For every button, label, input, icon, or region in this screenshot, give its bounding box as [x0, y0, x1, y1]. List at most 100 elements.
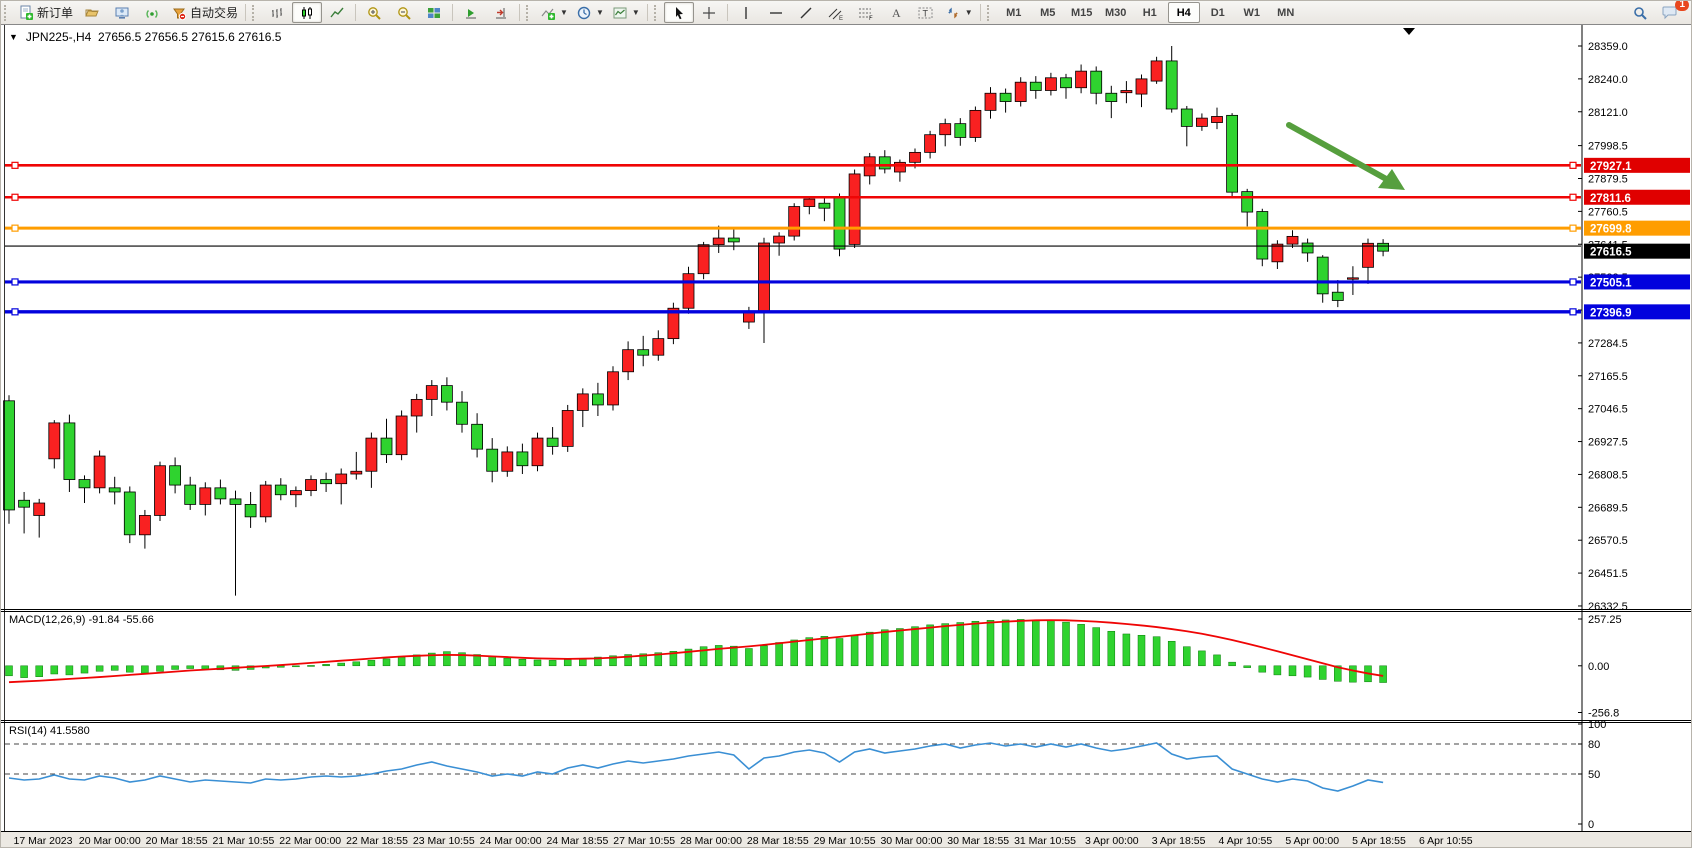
macd-bar	[609, 655, 617, 667]
candle-bull	[501, 451, 514, 472]
macd-bar	[1001, 619, 1010, 667]
line-endpoint-marker[interactable]	[1569, 308, 1577, 316]
chart-shift-marker-icon[interactable]	[1403, 28, 1415, 35]
timeframe-button-m5[interactable]: M5	[1040, 6, 1056, 19]
line-endpoint-marker[interactable]	[11, 278, 19, 286]
timeframe-button-m30[interactable]: M30	[1105, 6, 1127, 19]
trend-arrow-head[interactable]	[1378, 169, 1405, 190]
profile-button[interactable]	[107, 2, 137, 23]
toolbar-separator	[979, 4, 981, 21]
crosshair-button[interactable]	[694, 2, 724, 23]
arrows-button[interactable]: ▼	[941, 2, 977, 23]
macd-bar	[699, 646, 708, 667]
price-axis-label: 27760.5	[1588, 206, 1628, 218]
favorites-button[interactable]	[77, 2, 107, 23]
text-label-button[interactable]: T	[911, 2, 941, 23]
time-axis-label: 24 Mar 00:00	[479, 835, 542, 847]
price-line-badge-bg	[1584, 304, 1690, 320]
macd-bar	[1152, 636, 1161, 667]
timeframe-button-m15[interactable]: M15	[1071, 6, 1093, 19]
cursor-button[interactable]	[663, 2, 694, 23]
timeframe-button-w1[interactable]: W1	[1243, 6, 1260, 19]
search-button[interactable]	[1625, 2, 1655, 23]
macd-bar	[1318, 665, 1327, 680]
candle-bull	[1271, 243, 1284, 263]
toolbar-separator	[245, 4, 247, 21]
line-chart-icon	[330, 7, 344, 17]
signal-button[interactable]	[137, 2, 167, 23]
time-axis-label: 22 Mar 18:55	[346, 835, 408, 847]
trendline-button[interactable]	[791, 2, 821, 23]
candle-bull	[939, 123, 952, 136]
line-endpoint-marker[interactable]	[11, 161, 19, 169]
indicators-button[interactable]: ▼	[536, 2, 572, 23]
line-endpoint-marker[interactable]	[1569, 224, 1577, 232]
macd-bar	[65, 665, 74, 676]
time-axis-label: 20 Mar 18:55	[145, 835, 208, 847]
candle-chart-button[interactable]	[292, 2, 323, 23]
equidistant-channel-button[interactable]: E	[821, 2, 851, 23]
horizontal-line-button[interactable]	[761, 2, 791, 23]
candle-bull	[1211, 116, 1223, 123]
candle-bear	[1377, 242, 1389, 252]
auto-scroll-button[interactable]	[456, 2, 486, 23]
candle-bull	[909, 151, 921, 163]
candle-bull	[758, 242, 770, 313]
candle-bull	[259, 484, 272, 518]
bar-chart-button[interactable]	[262, 2, 292, 23]
search-icon	[1634, 6, 1647, 20]
macd-bar	[745, 648, 753, 667]
trend-arrow-shaft[interactable]	[1286, 122, 1391, 183]
macd-bar	[1303, 665, 1312, 678]
line-endpoint-marker[interactable]	[11, 308, 19, 316]
chart-area[interactable]: 28359.0 28240.0 28121.0 27998.5 27879.5 27760…	[1, 24, 1691, 847]
candlestick-series	[3, 46, 1389, 596]
autotrade-button[interactable]: 自动交易	[167, 2, 242, 23]
zoom-out-button[interactable]	[389, 2, 419, 23]
chart-shift-button[interactable]	[486, 2, 516, 23]
timeframe-button-mn[interactable]: MN	[1277, 6, 1295, 19]
periods-button[interactable]: ▼	[572, 2, 608, 23]
line-endpoint-marker[interactable]	[1569, 193, 1577, 201]
fibonacci-button[interactable]: F	[851, 2, 881, 23]
candle-bear	[63, 422, 76, 480]
macd-bar	[186, 665, 194, 669]
line-endpoint-marker[interactable]	[1569, 161, 1577, 169]
rsi-axis-label: 80	[1588, 739, 1600, 751]
candle-bull	[305, 479, 317, 491]
svg-text:E: E	[839, 16, 843, 21]
macd-bar	[926, 624, 934, 667]
macd-bar	[1107, 630, 1116, 667]
zoom-in-button[interactable]	[359, 2, 389, 23]
chat-button[interactable]: 1	[1655, 1, 1689, 23]
candle-bull	[894, 161, 906, 173]
line-chart-button[interactable]	[322, 2, 352, 23]
macd-bar	[1243, 665, 1251, 668]
macd-bar	[171, 665, 179, 670]
timeframe-button-h4[interactable]: H4	[1167, 2, 1200, 23]
timeframe-button-h1[interactable]: H1	[1142, 6, 1157, 19]
tile-windows-button[interactable]	[419, 2, 449, 23]
line-endpoint-marker[interactable]	[11, 193, 19, 201]
candle-bull	[773, 235, 785, 244]
new-order-button[interactable]: 新订单	[14, 2, 77, 23]
timeframe-button-d1[interactable]: D1	[1210, 6, 1225, 19]
candle-bear	[18, 499, 31, 508]
svg-text:T: T	[922, 8, 928, 18]
text-button[interactable]: A	[881, 2, 911, 23]
templates-button[interactable]: ▼	[608, 2, 644, 23]
price-line-badge-bg	[1584, 189, 1690, 205]
candle-bear	[1060, 77, 1072, 89]
line-endpoint-marker[interactable]	[11, 224, 19, 232]
macd-bar	[1077, 624, 1085, 667]
line-endpoint-marker[interactable]	[1569, 278, 1577, 286]
time-axis[interactable]: 17 Mar 2023 20 Mar 00:00 20 Mar 18:55 21 Ma…	[1, 832, 1691, 847]
macd-bar	[1334, 665, 1342, 682]
price-axis-label: 27165.5	[1588, 371, 1628, 383]
vertical-line-button[interactable]	[731, 2, 761, 23]
timeframe-button-m1[interactable]: M1	[1006, 6, 1022, 19]
macd-bar	[790, 639, 798, 667]
toolbar-separator	[452, 4, 454, 21]
chart-menu-triangle-icon[interactable]: ▼	[9, 32, 18, 42]
candle-bull	[1150, 60, 1163, 82]
